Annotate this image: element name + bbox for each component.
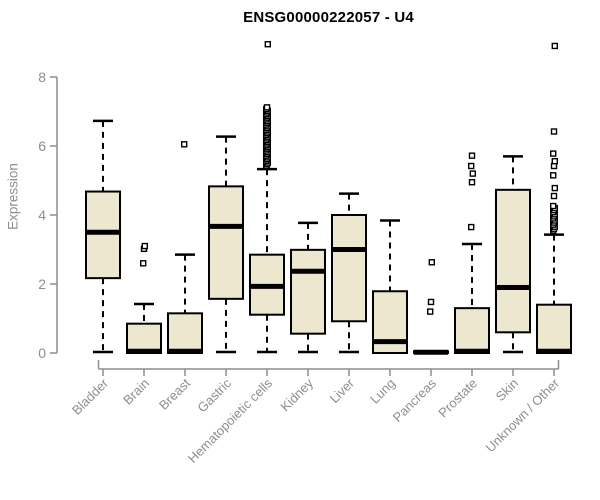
- outlier-point: [551, 184, 558, 192]
- box-breast: [167, 141, 203, 355]
- outlier-point: [139, 260, 147, 267]
- box-bladder: [85, 119, 121, 354]
- x-tick-label: Prostate: [435, 376, 480, 421]
- outlier-point: [469, 170, 476, 177]
- outlier-point: [550, 128, 558, 135]
- y-tick-label: 2: [38, 276, 46, 292]
- outlier-point: [468, 152, 476, 159]
- outlier-point: [551, 42, 558, 50]
- iqr-box: [290, 248, 326, 335]
- x-tick-label: Kidney: [277, 375, 316, 414]
- x-tick-label: Brain: [120, 376, 152, 408]
- y-tick-label: 4: [38, 207, 46, 223]
- box-kidney: [290, 221, 326, 354]
- outlier-point: [141, 242, 149, 250]
- iqr-box: [85, 190, 121, 280]
- outlier-point: [550, 192, 558, 200]
- x-tick-label: Lung: [367, 376, 398, 407]
- box-gastric: [208, 135, 244, 354]
- box-unknown-other: [536, 42, 572, 355]
- box-liver: [331, 192, 367, 354]
- outlier-point: [263, 104, 271, 111]
- iqr-box: [331, 214, 367, 323]
- x-tick-label: Breast: [156, 375, 193, 412]
- outlier-point: [468, 223, 475, 231]
- box-brain: [126, 242, 162, 354]
- box-hematopoietic-cells: [249, 41, 285, 354]
- outlier-point: [427, 308, 434, 315]
- x-tick-label: Gastric: [194, 375, 234, 415]
- outlier-point: [550, 202, 557, 210]
- outlier-point: [468, 179, 476, 186]
- box-prostate: [454, 152, 490, 354]
- outlier-point: [551, 157, 558, 165]
- iqr-box: [495, 188, 531, 334]
- outlier-point: [427, 298, 435, 306]
- box-pancreas: [413, 259, 449, 355]
- box-skin: [495, 155, 531, 354]
- y-tick-label: 6: [38, 138, 46, 154]
- x-tick-label: Pancreas: [390, 375, 440, 425]
- iqr-box: [536, 303, 572, 355]
- outlier-point: [264, 41, 271, 48]
- box-lung: [372, 219, 408, 354]
- outlier-point: [550, 150, 557, 157]
- iqr-box: [454, 307, 490, 354]
- x-tick-label: Liver: [327, 375, 358, 406]
- x-tick-label: Skin: [493, 376, 521, 404]
- x-tick-label: Bladder: [69, 375, 112, 418]
- iqr-box: [126, 322, 162, 354]
- outlier-point: [550, 172, 557, 179]
- outlier-point: [428, 259, 435, 266]
- iqr-box: [167, 312, 203, 355]
- outlier-point: [468, 162, 475, 170]
- chart-title: ENSG00000222057 - U4: [243, 9, 414, 26]
- y-tick-label: 0: [38, 345, 46, 361]
- outlier-point: [180, 141, 188, 148]
- y-tick-label: 8: [38, 69, 46, 85]
- iqr-box: [208, 185, 244, 300]
- x-tick-label: Unknown / Other: [483, 375, 563, 455]
